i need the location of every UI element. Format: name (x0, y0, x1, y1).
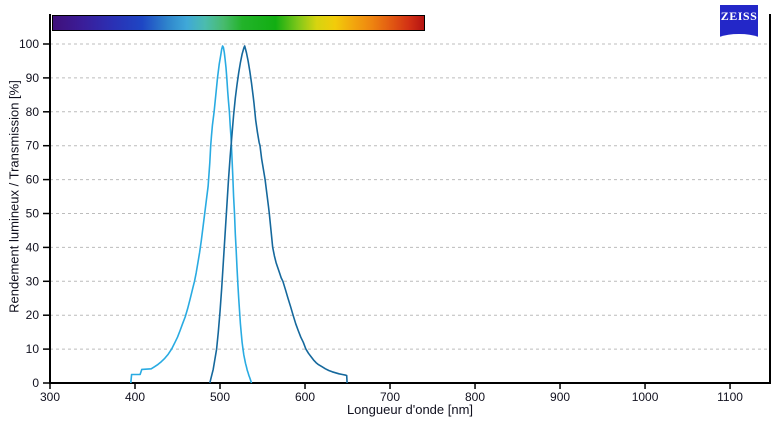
y-tick-label: 40 (26, 240, 40, 254)
x-tick-label: 900 (550, 390, 570, 404)
y-tick-label: 100 (19, 37, 39, 51)
x-tick-label: 400 (125, 390, 145, 404)
dark-blue-curve (209, 45, 348, 384)
x-tick-label: 300 (40, 390, 60, 404)
light-blue-curve (130, 45, 253, 384)
x-tick-label: 500 (210, 390, 230, 404)
zeiss-logo-text: ZEISS (720, 9, 758, 23)
y-tick-label: 60 (26, 173, 40, 187)
y-tick-label: 0 (32, 376, 39, 390)
y-tick-label: 30 (26, 274, 40, 288)
y-axis-title: Rendement lumineux / Transmission [%] (6, 80, 22, 313)
x-tick-label: 700 (380, 390, 400, 404)
y-tick-label: 70 (26, 139, 40, 153)
x-tick-label: 1100 (717, 390, 743, 404)
x-tick-label: 600 (295, 390, 315, 404)
x-axis-title: Longueur d'onde [nm] (346, 402, 474, 417)
y-tick-label: 20 (26, 308, 40, 322)
y-tick-label: 80 (26, 105, 40, 119)
y-tick-label: 50 (26, 207, 40, 221)
x-tick-label: 1000 (632, 390, 659, 404)
y-tick-label: 10 (26, 342, 40, 356)
y-tick-label: 90 (26, 71, 40, 85)
zeiss-logo-lens-arc (720, 34, 758, 40)
x-tick-label: 800 (465, 390, 485, 404)
visible-light-spectrum-bar (51, 15, 425, 31)
zeiss-logo: ZEISS (720, 5, 758, 40)
